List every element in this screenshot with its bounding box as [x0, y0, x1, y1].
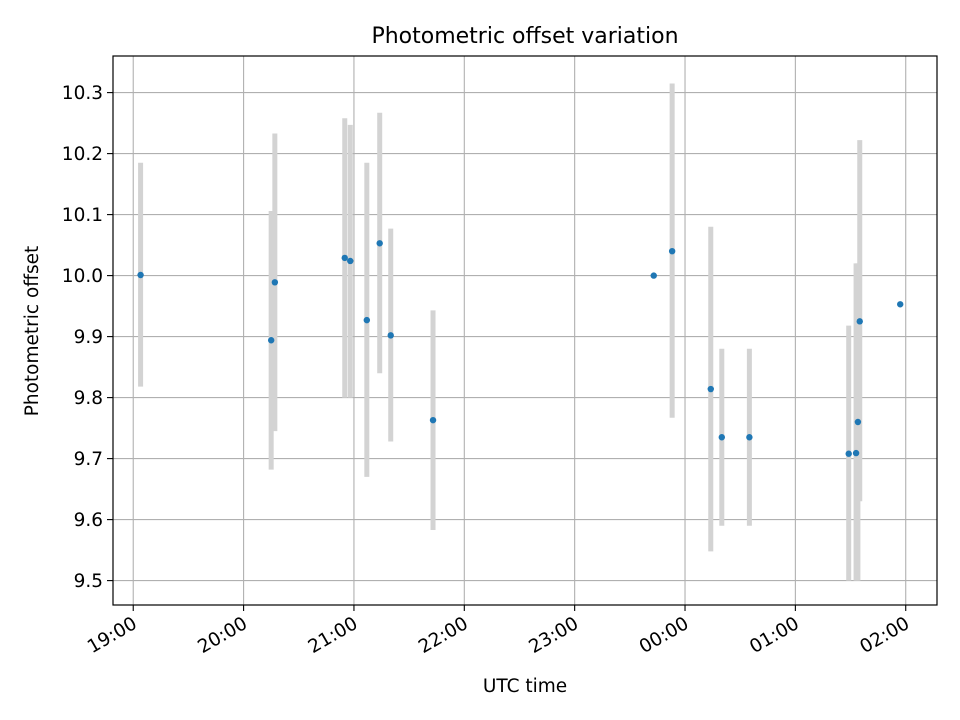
data-point — [137, 271, 144, 279]
y-axis-title: Photometric offset — [22, 246, 43, 417]
y-tick-label: 10.1 — [62, 205, 103, 226]
data-point — [429, 416, 437, 424]
data-point — [852, 449, 860, 457]
data-point — [347, 257, 354, 265]
y-tick-label: 9.9 — [74, 327, 103, 348]
plot-frame — [112, 55, 938, 606]
data-point — [376, 240, 383, 247]
y-tick-label: 9.8 — [74, 388, 103, 409]
y-tick-label: 10.3 — [62, 83, 103, 104]
data-point — [387, 332, 394, 339]
data-point — [341, 254, 348, 262]
data-point — [845, 450, 852, 457]
data-point — [650, 272, 657, 279]
y-tick-label: 10.2 — [62, 144, 103, 165]
data-point — [856, 318, 863, 325]
chart-title: Photometric offset variation — [371, 24, 678, 49]
data-point — [718, 434, 726, 441]
data-point — [363, 316, 371, 324]
x-axis-title: UTC time — [483, 676, 567, 697]
y-tick-label: 9.7 — [74, 449, 103, 470]
data-points — [137, 240, 904, 457]
data-point — [854, 418, 862, 426]
data-point — [897, 301, 904, 308]
data-point — [267, 337, 275, 344]
y-axis: 9.5 9.6 9.7 9.8 9.9 10.0 10.1 10.2 10.3 — [62, 83, 113, 592]
data-point — [668, 248, 676, 255]
y-tick-label: 9.5 — [74, 571, 103, 592]
y-tick-label: 9.6 — [74, 510, 103, 531]
data-point — [707, 385, 714, 393]
y-tick-label: 10.0 — [62, 266, 103, 287]
data-point — [271, 279, 279, 286]
data-point — [746, 434, 753, 441]
grid — [113, 56, 937, 605]
